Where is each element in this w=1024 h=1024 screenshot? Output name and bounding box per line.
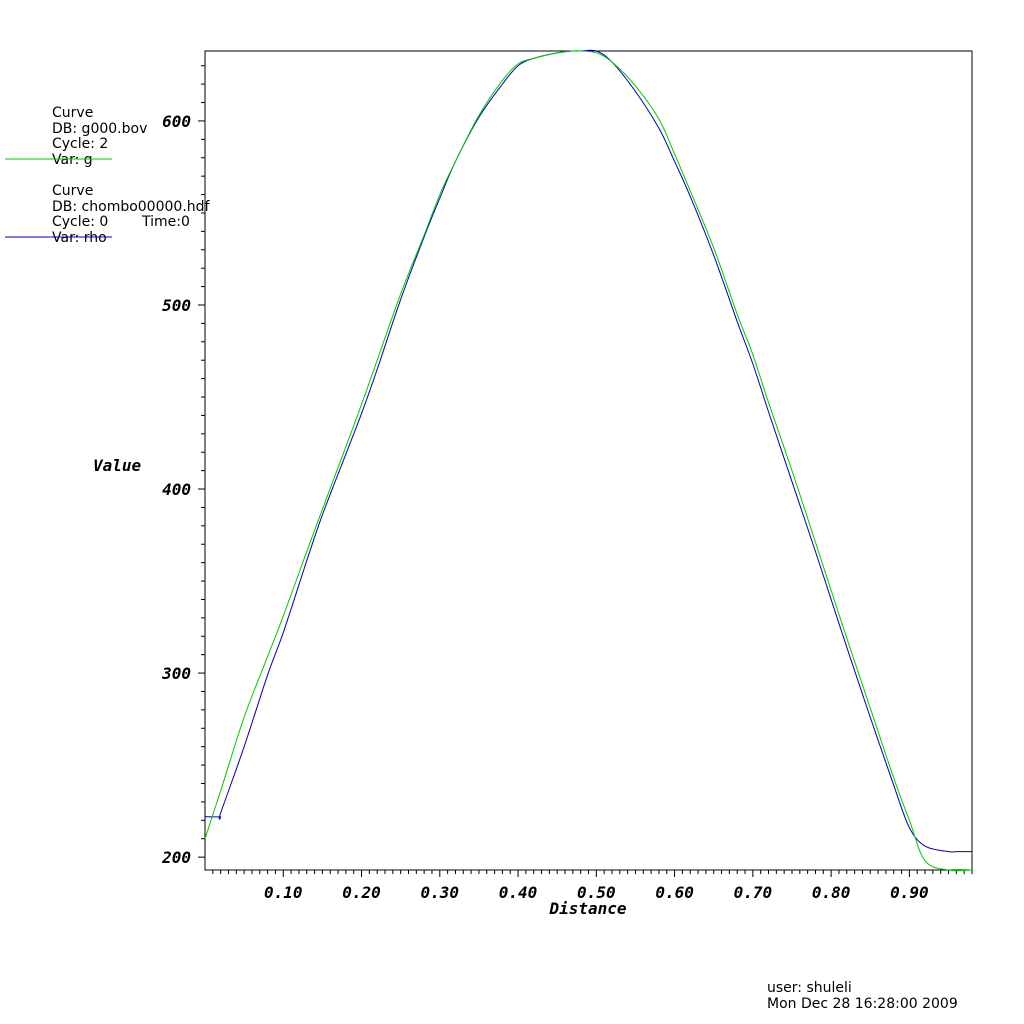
footer-user: user: shuleli [767,980,852,996]
series-layer [204,49,973,872]
y-tick-label: 300 [161,664,191,683]
x-tick-label: 0.90 [890,883,929,902]
x-tick-label: 0.10 [264,883,303,902]
x-tick-label: 0.60 [655,883,694,902]
series-line-rho [204,49,972,853]
legend-g-var: Var: g [52,152,93,168]
x-tick-label: 0.80 [812,883,851,902]
x-axis: 0.10 0.20 0.30 0.40 0.50 0.60 0.70 0.80 0.90 [212,870,973,902]
legend-rho-time: Time:0 [141,214,190,230]
series-line-g [204,50,973,872]
x-tick-label: 0.50 [577,883,616,902]
y-tick-label: 500 [162,296,191,315]
legend-rho-cycle: Cycle: 0 [52,214,108,230]
plot-frame [204,50,973,871]
x-tick-label: 0.40 [499,883,538,902]
legend-g-db: DB: g000.bov [52,121,147,137]
x-tick-label: 0.30 [421,883,460,902]
y-axis: 200 300 400 500 600 [161,65,205,867]
legend-rho-line-1: Curve [52,183,93,199]
y-tick-label: 600 [162,112,191,131]
y-tick-label: 400 [162,480,191,499]
x-tick-label: 0.70 [734,883,773,902]
legend: Curve DB: g000.bov Cycle: 2 Var: g Curve… [5,105,211,246]
legend-rho-var: Var: rho [52,230,107,246]
x-tick-label: 0.20 [342,883,381,902]
y-tick-label: 200 [161,848,191,867]
legend-entry-rho: Curve DB: chombo00000.hdf Cycle: 0 Time:… [5,183,211,246]
legend-g-cycle: Cycle: 2 [52,136,108,152]
legend-rho-db: DB: chombo00000.hdf [52,199,211,215]
footer-date: Mon Dec 28 16:28:00 2009 [767,996,958,1012]
x-axis-title: Distance [548,899,626,918]
legend-entry-g: Curve DB: g000.bov Cycle: 2 Var: g [5,105,147,168]
y-axis-title: Value [93,456,142,475]
legend-g-line-1: Curve [52,105,93,121]
